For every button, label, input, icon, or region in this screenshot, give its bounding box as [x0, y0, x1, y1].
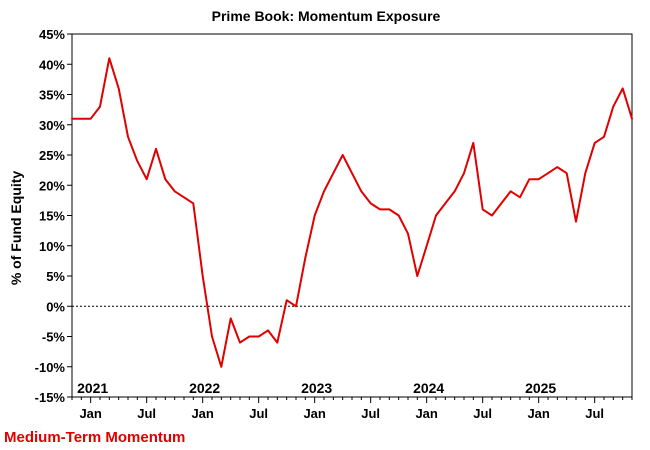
- footnote-label: Medium-Term Momentum: [4, 429, 185, 446]
- x-tick-label: Jan: [303, 406, 325, 421]
- x-tick-label: Jul: [585, 406, 604, 421]
- y-tick-label: -10%: [35, 360, 66, 375]
- year-label: 2021: [77, 380, 108, 396]
- y-axis-label: % of Fund Equity: [8, 171, 24, 286]
- year-label: 2022: [189, 380, 220, 396]
- y-tick-label: 40%: [39, 57, 65, 72]
- year-label: 2023: [301, 380, 332, 396]
- plot-frame: [71, 33, 633, 398]
- y-tick-label: 10%: [39, 239, 65, 254]
- y-tick-label: -15%: [35, 390, 66, 405]
- x-tick-label: Jul: [249, 406, 268, 421]
- plot-area: 45% 40% 35% 30% 25% 20% 15% 10% 5% 0% -5% -10% -15% J…: [35, 27, 633, 421]
- x-tick-label: Jul: [473, 406, 492, 421]
- x-tick-label: Jan: [527, 406, 549, 421]
- chart-title: Prime Book: Momentum Exposure: [212, 8, 441, 24]
- y-tick-label: 15%: [39, 209, 65, 224]
- momentum-exposure-line: [71, 57, 633, 368]
- y-tick-label: 45%: [39, 27, 65, 42]
- y-tick-label: 25%: [39, 148, 65, 163]
- y-tick-label: 20%: [39, 178, 65, 193]
- x-tick-label: Jul: [361, 406, 380, 421]
- y-tick-label: 0%: [46, 299, 65, 314]
- x-tick-label: Jan: [191, 406, 213, 421]
- year-label: 2025: [525, 380, 556, 396]
- y-tick-label: -5%: [42, 330, 66, 345]
- year-label: 2024: [413, 380, 444, 396]
- x-tick-label: Jan: [79, 406, 101, 421]
- x-tick-label: Jul: [137, 406, 156, 421]
- y-tick-label: 30%: [39, 118, 65, 133]
- x-tick-label: Jan: [415, 406, 437, 421]
- y-tick-label: 35%: [39, 88, 65, 103]
- y-tick-label: 5%: [46, 269, 65, 284]
